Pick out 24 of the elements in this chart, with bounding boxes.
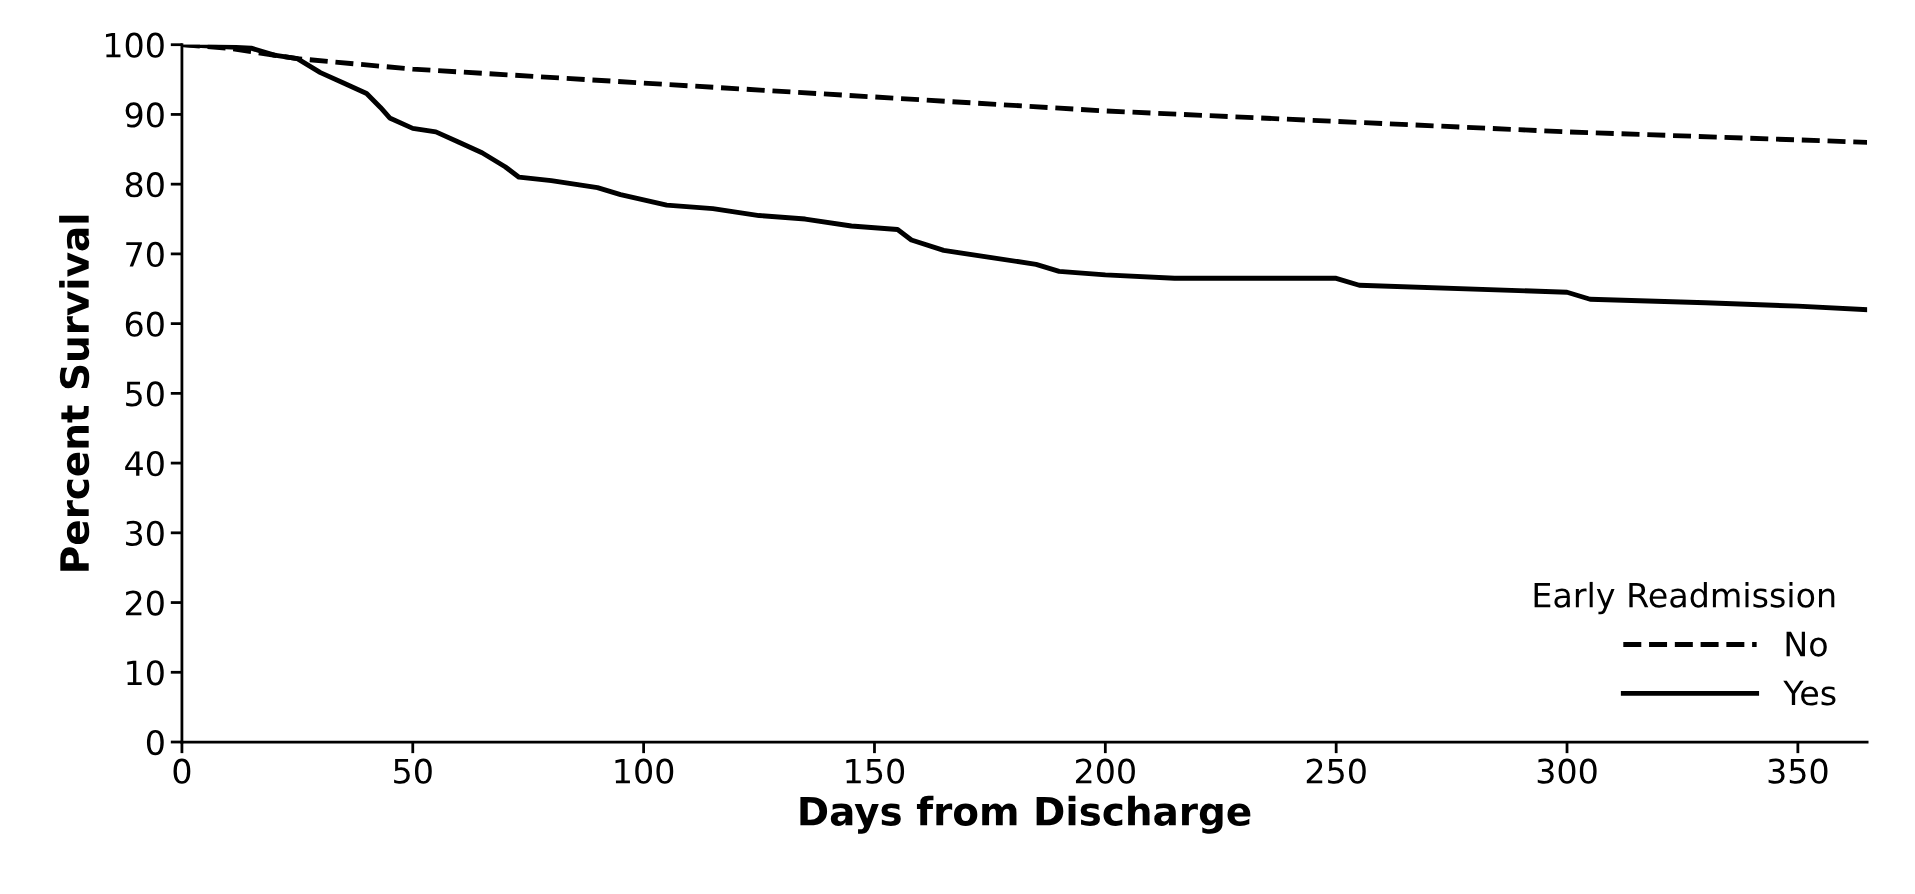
x-tick-label: 250: [1306, 758, 1366, 784]
legend-label: No: [1786, 631, 1827, 657]
y-tick-label: 100: [105, 32, 164, 58]
x-tick-label: 350: [1768, 758, 1828, 784]
legend-label: Yes: [1783, 680, 1836, 706]
y-tick-label: 60: [125, 311, 164, 337]
x-axis-title: Days from Discharge: [800, 795, 1251, 834]
y-tick-label: 70: [126, 241, 164, 268]
y-tick-label: 0: [146, 729, 164, 756]
x-tick-label: 150: [846, 758, 905, 784]
y-tick-label: 90: [125, 102, 164, 128]
x-tick-label: 100: [615, 758, 674, 784]
legend-title: Early Readmission: [1534, 581, 1835, 615]
y-tick-label: 10: [127, 660, 164, 686]
x-tick-label: 200: [1075, 758, 1135, 784]
x-tick-label: 0: [173, 758, 191, 784]
x-tick-label: 300: [1537, 758, 1597, 784]
y-tick-label: 20: [125, 590, 164, 616]
y-tick-label: 80: [125, 172, 164, 198]
y-tick-label: 40: [125, 451, 164, 477]
y-tick-label: 50: [126, 381, 164, 407]
y-tick-label: 30: [126, 520, 164, 546]
y-axis-title: Percent Survival: [59, 215, 90, 571]
x-tick-label: 50: [394, 758, 432, 784]
